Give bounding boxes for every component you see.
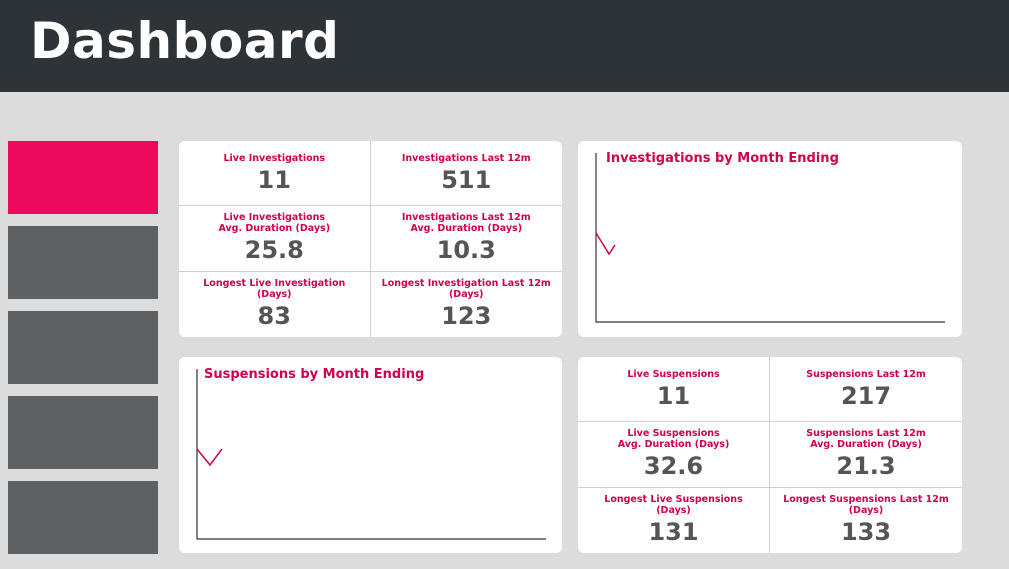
nav-tile-active[interactable]	[8, 141, 158, 214]
metric-cell: Live Suspensions 11	[578, 357, 770, 423]
investigations-chart: Investigations by Month Ending	[578, 141, 962, 337]
metric-label: Live Suspensions	[627, 368, 720, 380]
metric-cell: Suspensions Last 12m 217	[770, 357, 962, 423]
metric-value: 32.6	[643, 452, 704, 481]
suspension-metrics: Live Suspensions 11 Suspensions Last 12m 21…	[578, 357, 962, 553]
nav-tile[interactable]	[8, 226, 158, 299]
metric-label: Longest Investigation Last 12m (Days)	[381, 278, 551, 301]
chart-title: Suspensions by Month Ending	[204, 367, 425, 382]
metric-cell: Investigations Last 12m 511	[370, 141, 562, 207]
chart-title: Investigations by Month Ending	[606, 151, 839, 166]
line	[595, 232, 616, 256]
chart-area	[196, 369, 546, 540]
metric-value: 217	[840, 381, 892, 410]
page-title: Dashboard	[30, 12, 340, 70]
suspensions-chart: Suspensions by Month Ending	[179, 357, 562, 553]
metric-cell: Investigations Last 12m Avg. Duration (D…	[370, 206, 562, 272]
metric-label: Longest Suspensions Last 12m (Days)	[783, 494, 949, 517]
metric-value: 123	[441, 302, 492, 331]
metric-label: Suspensions Last 12m	[806, 368, 926, 380]
metric-cell: Live Suspensions Avg. Duration (Days) 32.…	[578, 422, 770, 488]
metric-value: 83	[257, 302, 291, 331]
metric-value: 11	[257, 165, 291, 194]
metric-label: Investigations Last 12m Avg. Duration (D…	[401, 212, 531, 235]
metric-cell: Suspensions Last 12m Avg. Duration (Days…	[770, 422, 962, 488]
metric-value: 21.3	[836, 452, 896, 481]
metric-cell: Longest Investigation Last 12m (Days) 123	[371, 272, 563, 337]
metric-cell: Live Investigations Avg. Duration (Days)…	[179, 206, 371, 272]
line	[196, 448, 223, 467]
chart-area	[595, 153, 945, 323]
metric-value: 511	[441, 165, 492, 194]
metric-label: Longest Live Investigation (Days)	[203, 278, 346, 301]
nav-tile[interactable]	[8, 396, 158, 469]
nav-tile[interactable]	[8, 481, 158, 554]
metric-cell: Longest Live Investigation (Days) 83	[179, 271, 371, 337]
nav-tile[interactable]	[8, 311, 158, 384]
axes	[595, 153, 945, 323]
metric-cell: Longest Suspensions Last 12m (Days) 133	[770, 488, 962, 553]
metric-cell: Longest Live Suspensions (Days) 131	[578, 487, 770, 553]
header: Dashboard	[0, 0, 1009, 92]
metric-cell: Live Investigations 11	[179, 141, 371, 207]
metric-value: 25.8	[244, 236, 304, 265]
metric-value: 11	[656, 381, 691, 410]
axes	[196, 369, 546, 540]
metric-label: Live Investigations Avg. Duration (Days)	[218, 212, 331, 235]
metric-label: Longest Live Suspensions (Days)	[604, 494, 743, 517]
metric-label: Investigations Last 12m	[401, 152, 531, 164]
metric-value: 133	[840, 518, 892, 547]
metric-value: 10.3	[436, 236, 496, 265]
metric-value: 131	[648, 518, 699, 547]
investigation-metrics: Live Investigations 11 Investigations Last…	[179, 141, 562, 337]
metric-label: Live Investigations	[223, 152, 326, 164]
metric-label: Live Suspensions Avg. Duration (Days)	[617, 428, 730, 451]
metric-label: Suspensions Last 12m Avg. Duration (Days…	[806, 428, 926, 451]
